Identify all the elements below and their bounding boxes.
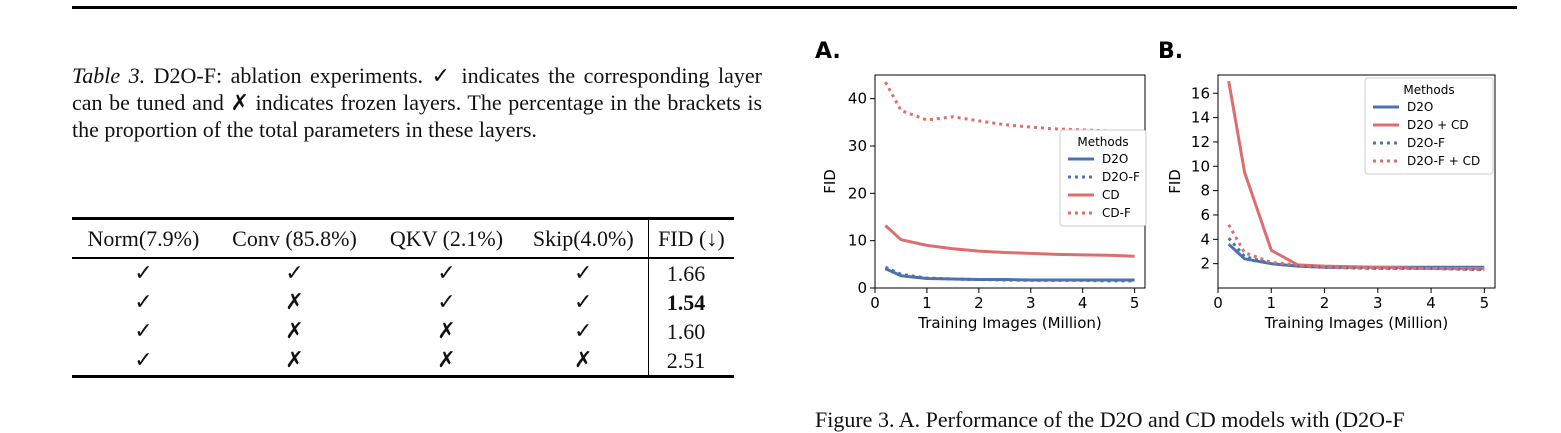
- plot-frame: [1217, 74, 1496, 289]
- cell-norm: ✓: [134, 261, 153, 286]
- y-tick-label: 0: [857, 279, 867, 297]
- cell-qkv: ✗: [437, 319, 456, 344]
- table-caption: Table 3. D2O-F: ablation experiments. ✓ …: [72, 62, 762, 143]
- y-tick-label: 16: [1191, 84, 1210, 102]
- series-line-d2o-f-cd: [1227, 223, 1485, 272]
- table-header-row: Norm(7.9%) Conv (85.8%) QKV (2.1%) Skip(…: [72, 218, 734, 258]
- y-tick-label: 10: [1191, 157, 1210, 175]
- x-tick-label: 2: [1320, 294, 1330, 312]
- col-header-conv: Conv (85.8%): [232, 226, 357, 251]
- legend-entry: D2O + CD: [1407, 118, 1469, 132]
- table-caption-text: D2O-F: ablation experiments. ✓ indicates…: [72, 63, 763, 142]
- series-line-cd: [884, 224, 1135, 258]
- col-header-norm: Norm(7.9%): [87, 226, 200, 251]
- x-tick-label: 2: [974, 294, 984, 312]
- x-tick-label: 4: [1426, 294, 1436, 312]
- legend-box: [1364, 77, 1494, 175]
- table-row: ✓ ✗ ✓ ✓ 1.54: [72, 288, 734, 317]
- cell-skip: ✓: [574, 261, 593, 286]
- cell-conv: ✓: [285, 261, 304, 286]
- legend-entry: D2O-F: [1407, 136, 1445, 150]
- cell-skip: ✓: [574, 290, 593, 315]
- cell-qkv: ✗: [437, 348, 456, 373]
- y-tick-label: 20: [848, 184, 867, 202]
- legend-entry: CD: [1102, 188, 1120, 202]
- cell-norm: ✓: [134, 319, 153, 344]
- table-caption-label: Table 3.: [72, 63, 146, 88]
- y-tick-label: 8: [1200, 182, 1210, 200]
- table-row: ✓ ✓ ✓ ✓ 1.66: [72, 258, 734, 288]
- series-line-d2o-f: [1227, 237, 1485, 272]
- y-tick-label: 14: [1191, 109, 1210, 127]
- panel-label: B.: [1158, 39, 1183, 64]
- cell-conv: ✗: [285, 290, 304, 315]
- x-tick-label: 3: [1373, 294, 1383, 312]
- ablation-table: Norm(7.9%) Conv (85.8%) QKV (2.1%) Skip(…: [72, 217, 734, 378]
- col-header-skip: Skip(4.0%): [532, 226, 634, 251]
- page-top-rule: [72, 6, 1517, 9]
- panel-label: A.: [815, 39, 841, 64]
- y-axis-label: FID: [821, 169, 839, 194]
- col-header-qkv: QKV (2.1%): [389, 226, 504, 251]
- x-tick-label: 5: [1480, 294, 1490, 312]
- legend-entry: D2O-F: [1102, 170, 1140, 184]
- cell-qkv: ✓: [437, 261, 456, 286]
- cell-norm: ✓: [134, 348, 153, 373]
- legend-entry: CD-F: [1102, 206, 1131, 220]
- y-tick-label: 12: [1191, 133, 1210, 151]
- legend-entry: D2O-F + CD: [1407, 154, 1480, 168]
- y-tick-label: 2: [1200, 255, 1210, 273]
- x-tick-label: 0: [870, 294, 880, 312]
- y-tick-label: 4: [1200, 230, 1210, 248]
- series-line-cd-f: [884, 81, 1135, 134]
- cell-conv: ✗: [285, 319, 304, 344]
- legend-box: [1059, 129, 1147, 227]
- table-row: ✓ ✗ ✗ ✓ 1.60: [72, 317, 734, 346]
- series-line-d2o-f: [884, 265, 1135, 283]
- x-axis-label: Training Images (Million): [1264, 314, 1449, 332]
- y-axis-label: FID: [1166, 169, 1184, 194]
- cell-norm: ✓: [134, 290, 153, 315]
- y-tick-label: 40: [848, 90, 867, 108]
- cell-conv: ✗: [285, 348, 304, 373]
- legend-title: Methods: [1077, 135, 1128, 149]
- legend-entry: D2O: [1102, 152, 1128, 166]
- cell-qkv: ✓: [437, 290, 456, 315]
- y-tick-label: 6: [1200, 206, 1210, 224]
- legend-title: Methods: [1403, 83, 1454, 97]
- x-tick-label: 1: [922, 294, 932, 312]
- table-row: ✓ ✗ ✗ ✗ 2.51: [72, 346, 734, 377]
- cell-fid: 1.66: [647, 258, 734, 288]
- y-tick-label: 30: [848, 137, 867, 155]
- cell-skip: ✗: [574, 348, 593, 373]
- cell-fid: 1.60: [647, 317, 734, 346]
- x-axis-label: Training Images (Million): [917, 314, 1102, 332]
- x-tick-label: 3: [1026, 294, 1036, 312]
- cell-fid: 2.51: [647, 346, 734, 377]
- x-tick-label: 4: [1078, 294, 1088, 312]
- x-tick-label: 1: [1266, 294, 1276, 312]
- y-tick-label: 10: [848, 232, 867, 250]
- cell-skip: ✓: [574, 319, 593, 344]
- cell-fid-best: 1.54: [647, 288, 734, 317]
- x-tick-label: 5: [1130, 294, 1140, 312]
- col-header-fid: FID (↓): [647, 218, 734, 258]
- series-line-d2o: [884, 267, 1135, 282]
- chart-panel-a: A. 0 1 2 3 4 5 0 10 20 30 40 Training Images (Millio…: [815, 39, 1147, 332]
- figure-caption: Figure 3. A. Performance of the D2O and …: [815, 407, 1405, 432]
- x-tick-label: 0: [1213, 294, 1223, 312]
- legend-entry: D2O: [1407, 100, 1433, 114]
- series-line-d2o: [1227, 243, 1485, 269]
